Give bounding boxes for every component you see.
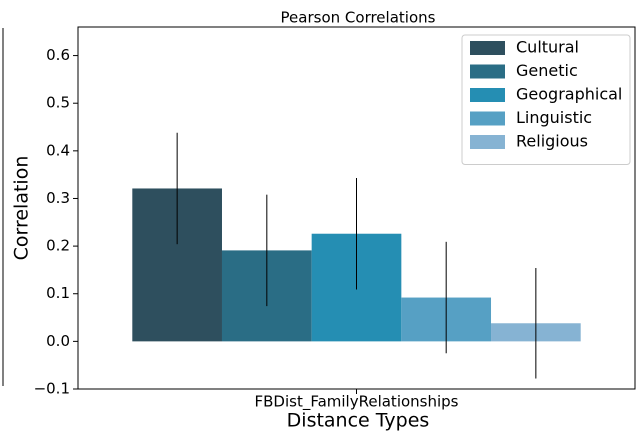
y-tick-label: −0.1: [34, 380, 70, 398]
x-tick-label: FBDist_FamilyRelationships: [255, 393, 459, 412]
legend-label: Linguistic: [516, 108, 592, 127]
legend-swatch: [470, 111, 505, 126]
legend-swatch: [470, 41, 505, 55]
y-tick-label: 0.6: [46, 46, 70, 64]
legend-label: Cultural: [516, 38, 579, 57]
plot-frame: [77, 26, 636, 390]
legend-swatch: [470, 135, 505, 149]
y-tick-label: 0.0: [46, 332, 70, 350]
legend-swatch: [470, 64, 505, 79]
legend-label: Geographical: [516, 85, 622, 104]
y-tick-label: 0.4: [46, 141, 70, 159]
y-tick-label: 0.2: [46, 237, 70, 255]
legend-label: Genetic: [516, 61, 578, 80]
y-tick-label: 0.3: [46, 189, 70, 207]
legend-swatch: [470, 88, 505, 102]
y-tick-label: 0.5: [46, 94, 70, 112]
x-axis-label: Distance Types: [287, 410, 430, 432]
legend-label: Religious: [516, 132, 588, 151]
y-axis-label: Correlation: [11, 156, 33, 261]
y-tick-label: 0.1: [46, 284, 70, 302]
chart-title: Pearson Correlations: [281, 9, 436, 27]
